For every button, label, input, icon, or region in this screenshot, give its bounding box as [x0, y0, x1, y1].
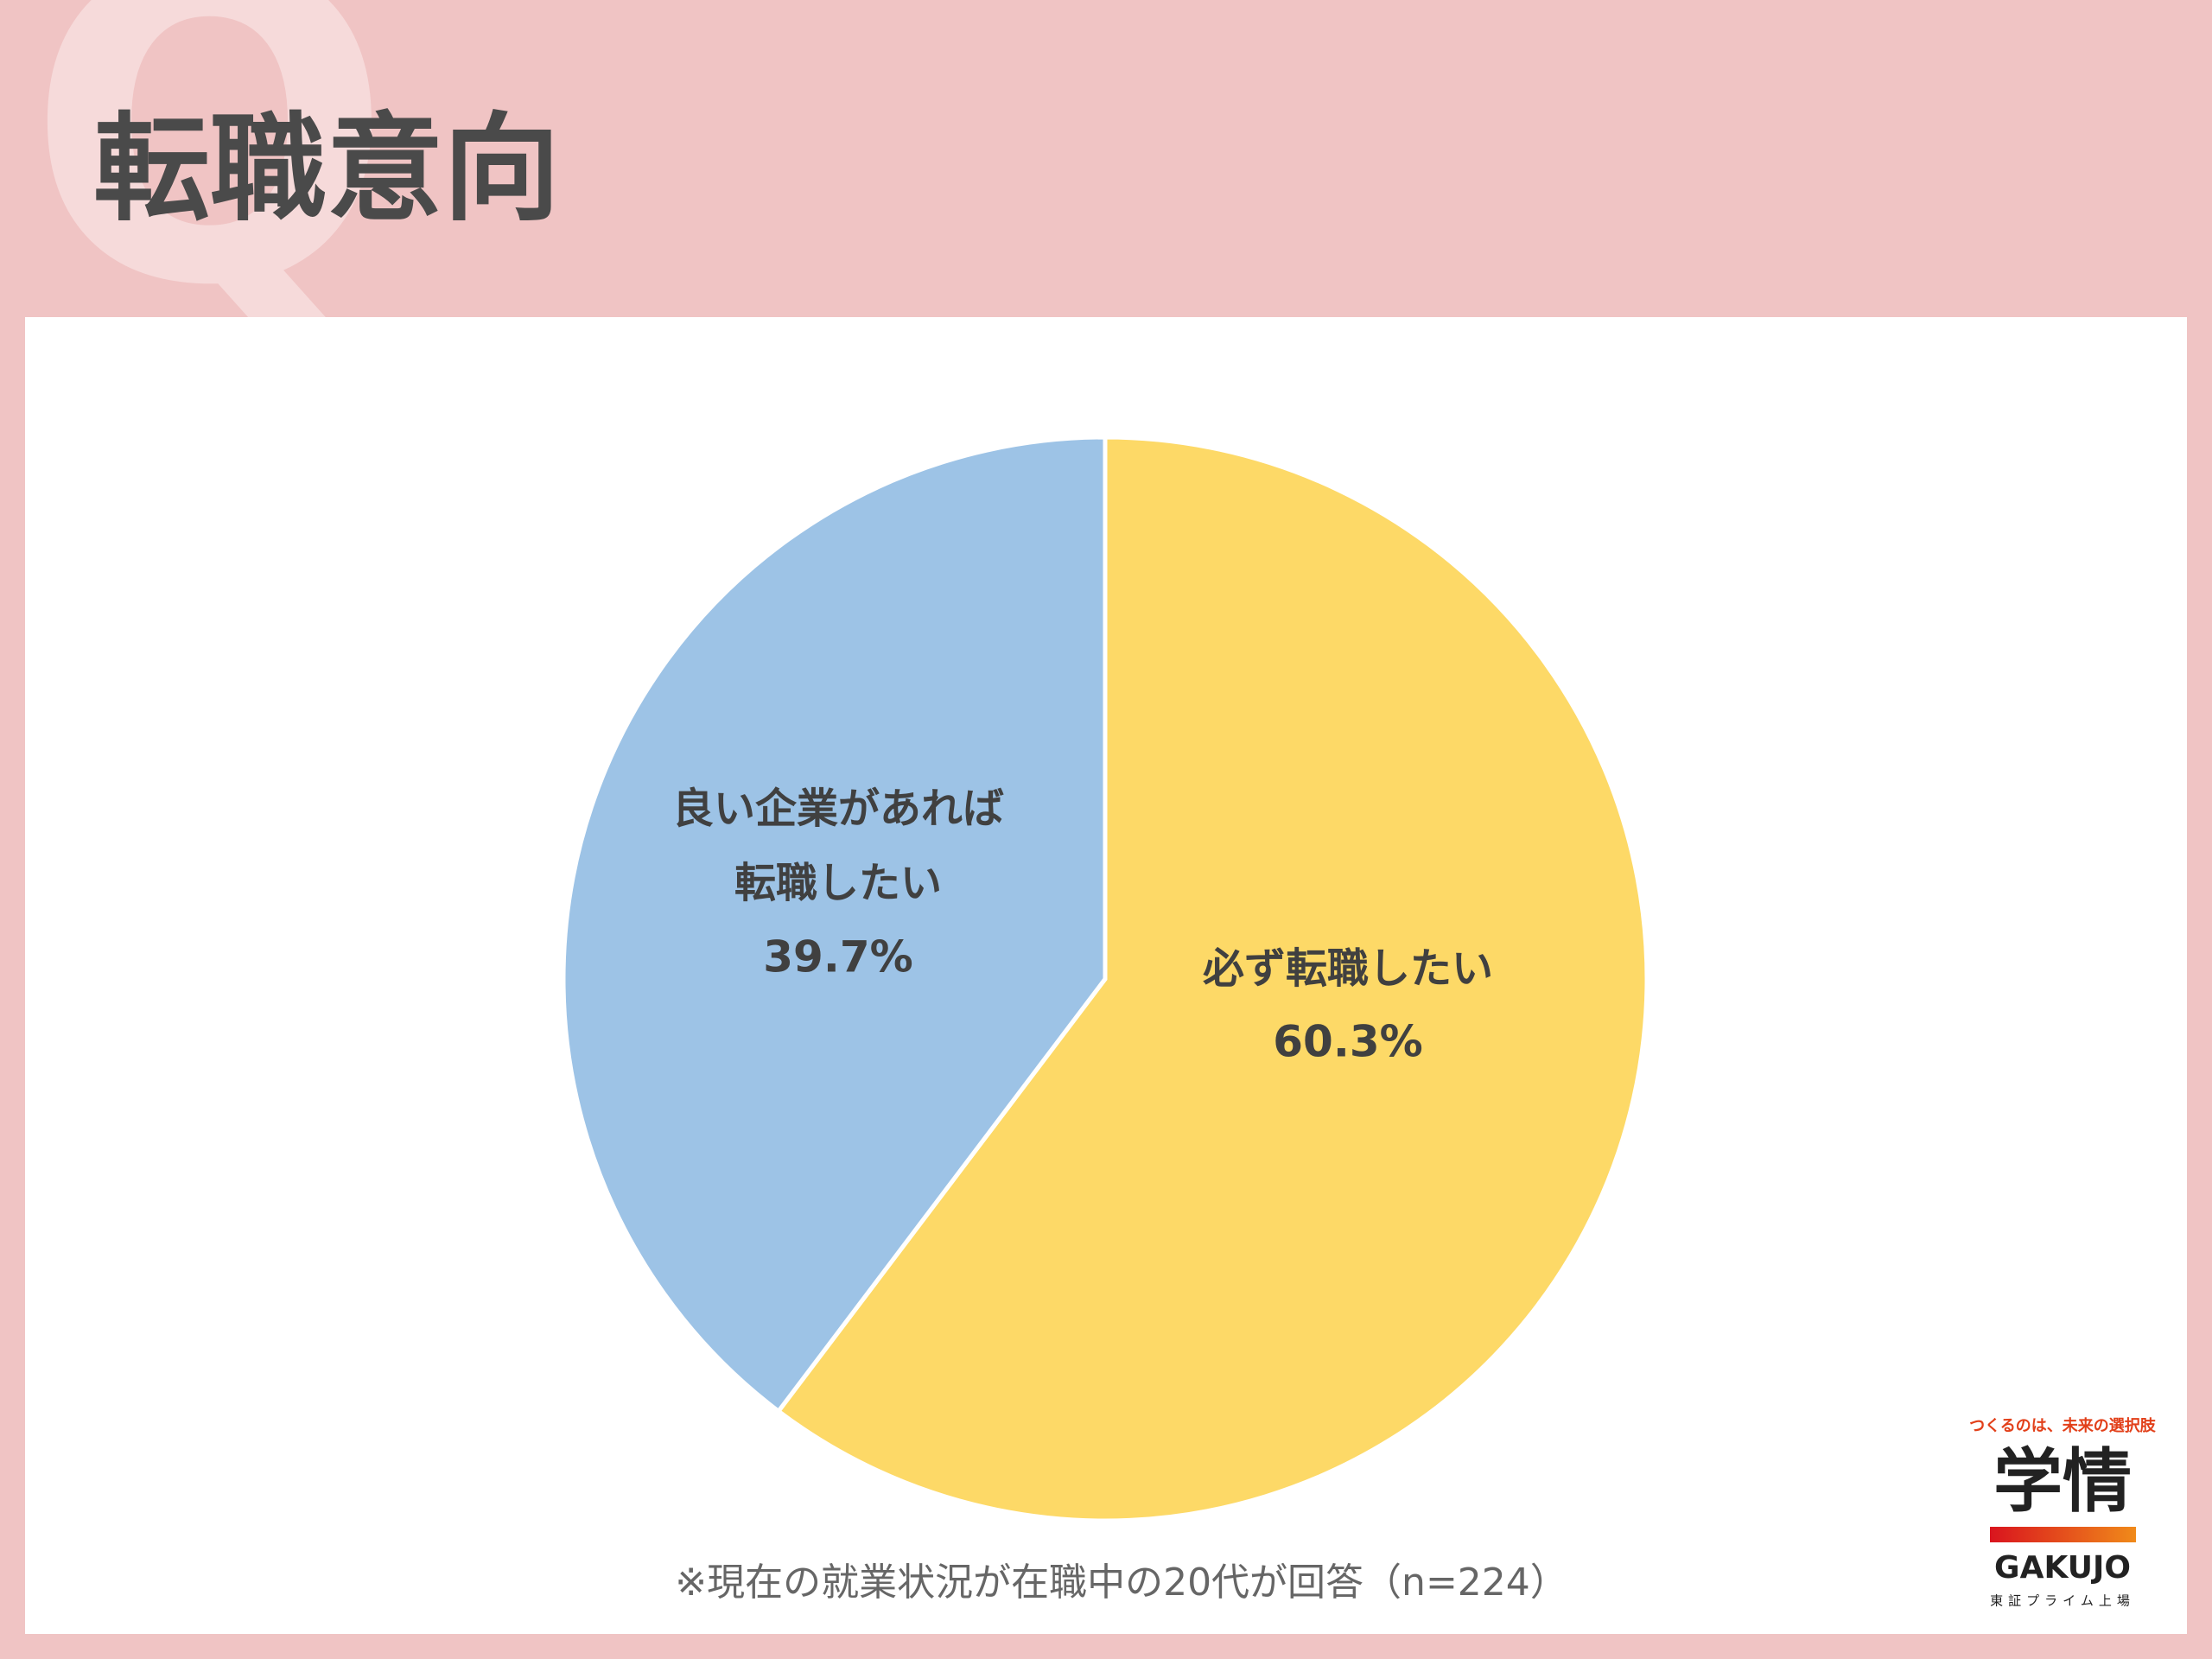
pie-slice: [561, 435, 1108, 1414]
slice-label: 良い企業があれば: [672, 785, 1004, 833]
value-label: 39.7%: [763, 932, 912, 982]
page-title: 転職意向: [93, 101, 560, 237]
logo-listing: 東証プライム上場: [1990, 1593, 2135, 1609]
slice-label: 必ず転職したい: [1203, 944, 1493, 993]
logo-roman: GAKUJO: [1994, 1550, 2131, 1586]
logo-name: 学情: [1993, 1441, 2132, 1522]
logo-tagline: つくるのは、未来の選択肢: [1969, 1416, 2157, 1435]
footnote: ※現在の就業状況が在職中の20代が回答（n=224）: [675, 1560, 1568, 1605]
pie-slice: [775, 435, 1649, 1523]
value-label: 60.3%: [1273, 1017, 1422, 1067]
watermark: Q: [26, 0, 393, 380]
slice-label: 転職したい: [734, 859, 942, 907]
logo-bar: [1990, 1527, 2136, 1542]
